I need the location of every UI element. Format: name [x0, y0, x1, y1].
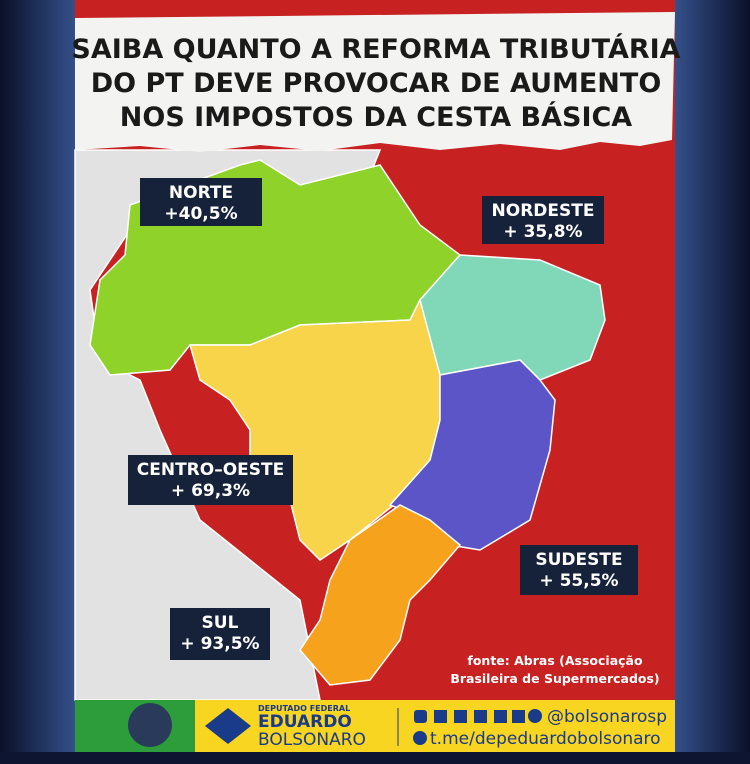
region-label-box — [520, 545, 638, 595]
region-value: + 69,3% — [171, 481, 250, 501]
source-line: fonte: Abras (Associação — [467, 653, 643, 668]
title-line: SAIBA QUANTO A REFORMA TRIBUTÁRIA — [71, 33, 680, 65]
region-sul — [299, 504, 462, 686]
region-value: + 55,5% — [539, 571, 618, 591]
source-line: Brasileira de Supermercados) — [450, 671, 659, 686]
region-sudeste — [388, 359, 556, 551]
bottom-edge — [0, 752, 750, 764]
region-name: CENTRO–OESTE — [137, 460, 284, 480]
region-labels: NORTE+40,5% NORDESTE+ 35,8%CENTRO–OESTE+ … — [128, 178, 638, 660]
region-name: SUL — [202, 613, 239, 633]
region-name: SUDESTE — [535, 550, 622, 570]
footer-first-name: EDUARDO — [258, 712, 352, 732]
region-name: NORDESTE — [492, 201, 595, 221]
region-name: NORTE — [169, 183, 233, 203]
social-handle[interactable]: @bolsonarosp — [547, 707, 667, 727]
title-line: DO PT DEVE PROVOCAR DE AUMENTO — [91, 68, 662, 99]
region-centro-oeste — [189, 297, 441, 561]
telegram-link[interactable]: t.me/depeduardobolsonaro — [430, 729, 661, 749]
region-value: + 35,8% — [503, 222, 582, 242]
blur-right — [675, 0, 750, 764]
header-paper — [75, 12, 675, 152]
logo — [205, 708, 251, 744]
region-label-box — [128, 455, 293, 505]
region-value: + 93,5% — [180, 634, 259, 654]
photo — [128, 703, 172, 747]
footer-last-name: BOLSONARO — [258, 730, 366, 750]
region-value: +40,5% — [164, 204, 237, 224]
social-icons — [413, 709, 542, 745]
footer-role: DEPUTADO FEDERAL — [258, 704, 350, 713]
region-label-box — [170, 608, 270, 660]
region-label-box — [482, 196, 604, 244]
blur-left — [0, 0, 75, 764]
title-line: NOS IMPOSTOS DA CESTA BÁSICA — [120, 101, 633, 133]
region-label-box — [140, 178, 262, 226]
